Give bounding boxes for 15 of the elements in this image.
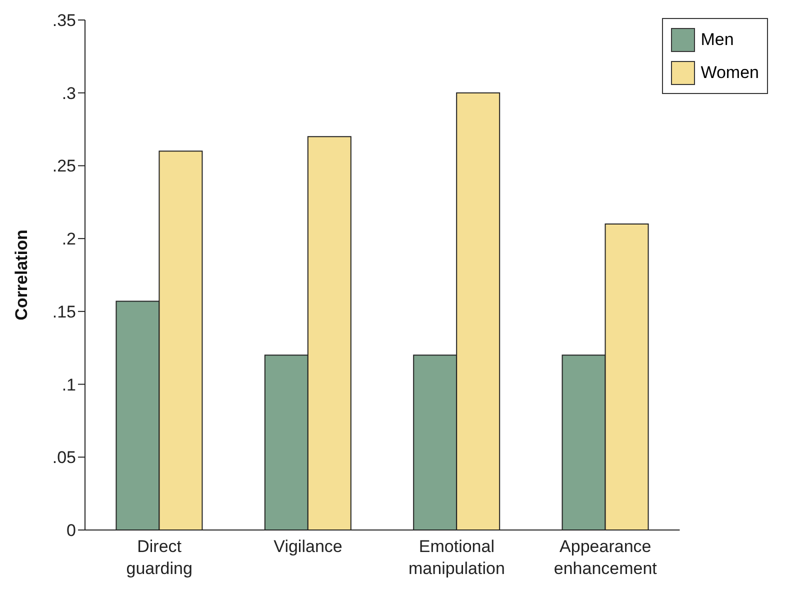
y-tick-label: .2 [62, 230, 76, 249]
y-tick-label: .1 [62, 375, 76, 394]
x-tick-label: Appearance enhancement [554, 537, 658, 578]
x-tick-label: Direct guarding [126, 537, 192, 578]
y-tick-label: .35 [52, 11, 76, 30]
legend-label: Women [700, 62, 759, 82]
x-tick-label: Emotional manipulation [408, 537, 505, 578]
y-tick-label: .05 [52, 448, 76, 468]
y-tick-label: .3 [62, 84, 76, 103]
legend-label: Men [700, 30, 734, 50]
y-tick-label: .25 [52, 156, 76, 176]
x-tick-label: Vigilance [274, 537, 342, 556]
y-axis-title: Correlation [12, 230, 32, 320]
y-tick-label: 0 [66, 521, 76, 540]
y-tick-label: .15 [52, 302, 76, 322]
